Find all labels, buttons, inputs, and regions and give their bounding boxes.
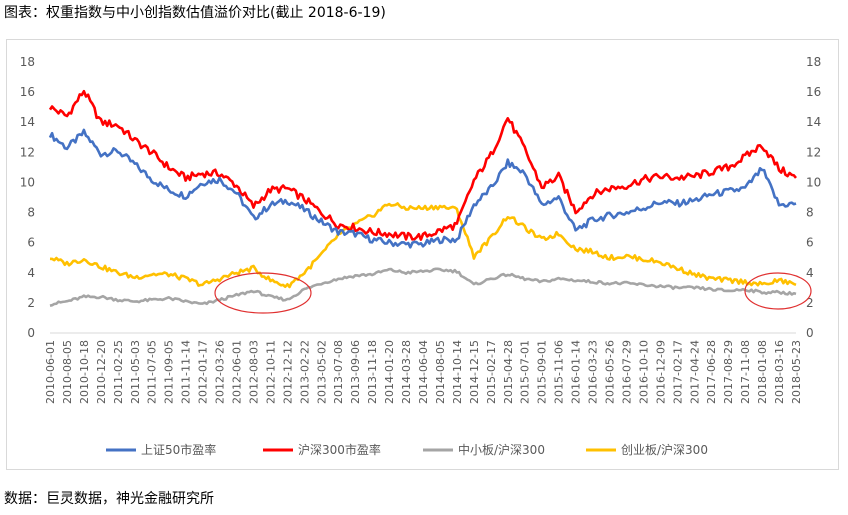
left-y-tick-label: 18	[20, 55, 35, 69]
x-tick-label: 2016-03-23	[587, 340, 600, 404]
x-tick-label: 2015-09-01	[536, 340, 549, 404]
annotation-ellipse-2018	[744, 272, 812, 310]
left-y-axis: 0 2 4 6 8 10 12 14 16 18	[20, 55, 35, 340]
x-tick-label: 2018-03-16	[773, 340, 786, 404]
x-tick-label: 2017-04-24	[688, 340, 701, 404]
hs300-pe-line	[48, 89, 797, 241]
legend-sz50-pe-label: 上证50市盈率	[141, 442, 216, 457]
x-tick-label: 2015-11-06	[553, 340, 566, 404]
right-y-tick-label: 6	[806, 236, 814, 250]
x-tick-label: 2012-01-17	[197, 340, 210, 404]
right-y-tick-label: 4	[806, 266, 814, 280]
right-y-tick-label: 12	[806, 145, 821, 159]
left-y-tick-label: 4	[27, 266, 35, 280]
chart-caption-bottom: 数据：巨灵数据，神光金融研究所	[4, 491, 214, 507]
x-tick-label: 2014-08-05	[434, 340, 447, 404]
right-y-tick-label: 10	[806, 175, 821, 189]
x-tick-label: 2011-07-05	[146, 340, 159, 404]
legend-chinext-ratio-label: 创业板/沪深300	[621, 443, 708, 457]
right-y-tick-label: 18	[806, 55, 821, 69]
x-axis: 2010-06-01 2010-08-05 2010-10-18 2010-12-20…	[44, 332, 803, 404]
left-y-tick-label: 10	[20, 175, 35, 189]
chart-caption-top: 图表：权重指数与中小创指数估值溢价对比(截止 2018-6-19)	[4, 5, 386, 21]
right-y-tick-label: 0	[806, 326, 814, 340]
right-y-tick-label: 14	[806, 115, 821, 129]
x-tick-label: 2013-11-18	[366, 340, 379, 404]
x-tick-label: 2010-06-01	[44, 340, 57, 404]
x-tick-label: 2015-04-28	[502, 340, 515, 404]
x-tick-label: 2012-08-03	[247, 340, 260, 404]
x-tick-label: 2014-03-28	[400, 340, 413, 404]
legend-sme-ratio-label: 中小板/沪深300	[458, 442, 545, 457]
left-y-tick-label: 8	[27, 206, 35, 220]
x-tick-label: 2012-06-01	[231, 340, 244, 404]
legend: 上证50市盈率 沪深300市盈率 中小板/沪深300 创业板/沪深300	[106, 442, 708, 457]
x-tick-label: 2017-11-08	[739, 340, 752, 404]
sme-ratio-line	[49, 267, 797, 307]
x-tick-label: 2017-06-28	[705, 340, 718, 404]
sz50-pe-line	[48, 128, 797, 249]
x-tick-label: 2016-10-10	[637, 340, 650, 404]
x-tick-label: 2016-05-26	[604, 340, 617, 404]
x-tick-label: 2012-12-12	[281, 340, 294, 404]
x-tick-label: 2010-12-20	[95, 340, 108, 404]
x-tick-label: 2015-07-01	[519, 340, 532, 404]
annotation-ellipse-2012	[214, 272, 312, 314]
left-y-tick-label: 14	[20, 115, 35, 129]
x-tick-label: 2013-07-08	[332, 340, 345, 404]
x-tick-label: 2010-10-18	[78, 340, 91, 404]
series-layer	[48, 89, 797, 307]
right-y-tick-label: 16	[806, 85, 821, 99]
right-y-axis: 0 2 4 6 8 10 12 14 16 18	[806, 55, 821, 340]
x-tick-label: 2016-12-09	[654, 340, 667, 404]
chart-frame	[6, 39, 839, 470]
x-tick-label: 2016-07-29	[620, 340, 633, 404]
x-tick-label: 2011-05-03	[129, 340, 142, 404]
x-tick-label: 2013-09-06	[349, 340, 362, 404]
x-tick-label: 2012-10-11	[264, 340, 277, 404]
left-y-tick-label: 12	[20, 145, 35, 159]
x-tick-label: 2010-08-05	[61, 340, 74, 404]
x-tick-label: 2011-09-05	[163, 340, 176, 404]
left-y-tick-label: 16	[20, 85, 35, 99]
chinext-ratio-line	[49, 202, 797, 289]
annotations	[214, 272, 812, 314]
x-tick-label: 2016-01-14	[570, 340, 583, 404]
x-tick-label: 2018-01-08	[756, 340, 769, 404]
x-tick-label: 2018-05-23	[790, 340, 803, 404]
right-y-tick-label: 8	[806, 206, 814, 220]
left-y-tick-label: 6	[27, 236, 35, 250]
x-tick-label: 2014-12-15	[468, 340, 481, 404]
left-y-tick-label: 2	[27, 296, 35, 310]
x-tick-label: 2017-02-17	[671, 340, 684, 404]
x-tick-label: 2013-02-22	[298, 340, 311, 404]
x-tick-label: 2014-10-14	[451, 340, 464, 404]
x-tick-label: 2011-02-25	[112, 340, 125, 404]
x-tick-label: 2012-03-26	[214, 340, 227, 404]
x-tick-label: 2014-06-04	[417, 340, 430, 404]
right-y-tick-label: 2	[806, 296, 814, 310]
x-tick-label: 2011-11-14	[180, 340, 193, 404]
x-tick-label: 2015-02-17	[485, 340, 498, 404]
legend-hs300-pe-label: 沪深300市盈率	[298, 442, 381, 457]
x-tick-label: 2014-01-20	[383, 340, 396, 404]
x-tick-label: 2013-05-02	[315, 340, 328, 404]
x-tick-label: 2017-08-29	[722, 340, 735, 404]
left-y-tick-label: 0	[27, 326, 35, 340]
